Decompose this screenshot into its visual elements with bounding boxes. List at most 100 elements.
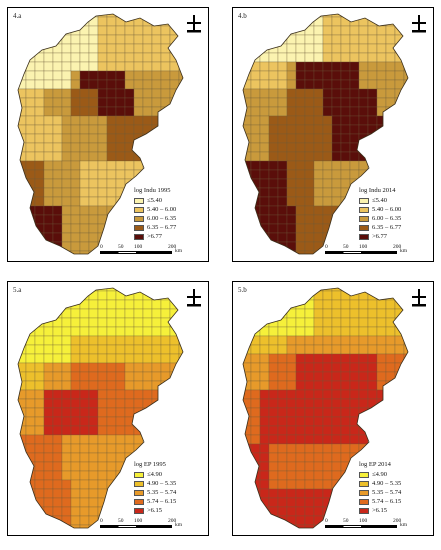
map-region	[304, 223, 315, 234]
map-region	[385, 362, 396, 373]
map-region	[349, 317, 360, 328]
map-region	[358, 299, 369, 310]
map-region	[295, 178, 306, 189]
map-region	[277, 178, 288, 189]
map-region	[385, 308, 396, 319]
map-region	[97, 97, 108, 108]
map-region	[331, 97, 342, 108]
map-region	[286, 353, 297, 364]
map-region	[88, 187, 99, 198]
map-region	[79, 34, 90, 45]
map-region	[331, 25, 342, 36]
map-region	[178, 79, 183, 90]
map-region	[169, 25, 180, 36]
map-region	[34, 371, 45, 382]
map-region	[367, 290, 378, 301]
map-region	[97, 205, 108, 216]
map-region	[250, 326, 261, 337]
map-panel-4b: 4.b log Indu 2014 ≤5.40 5.40 – 6.00 6.00 –…	[232, 7, 434, 262]
map-region	[376, 88, 387, 99]
map-region	[61, 434, 72, 445]
map-region	[151, 61, 162, 72]
map-region	[340, 79, 351, 90]
map-region	[97, 398, 108, 409]
map-region	[97, 344, 108, 355]
map-region	[43, 470, 54, 481]
map-region	[133, 52, 144, 63]
legend-swatch	[359, 215, 369, 222]
map-region	[250, 115, 261, 126]
map-region	[133, 88, 144, 99]
map-region	[25, 398, 36, 409]
map-region	[79, 326, 90, 337]
map-region	[268, 70, 279, 81]
map-region	[286, 151, 297, 162]
map-region	[340, 389, 351, 400]
map-region	[268, 187, 279, 198]
map-region	[268, 61, 279, 72]
map-region	[304, 470, 315, 481]
map-region	[34, 214, 45, 225]
map-region	[304, 187, 315, 198]
map-region	[151, 362, 162, 373]
map-region	[34, 506, 45, 517]
map-region	[160, 299, 171, 310]
map-region	[304, 362, 315, 373]
map-region	[124, 353, 135, 364]
map-region	[115, 371, 126, 382]
map-region	[61, 524, 72, 528]
map-region	[106, 389, 117, 400]
map-region	[304, 497, 315, 508]
map-region	[25, 443, 36, 454]
map-region	[97, 407, 108, 418]
scale-bar: 0 50 100 200 km	[100, 518, 200, 532]
map-region	[403, 79, 408, 90]
map-region	[277, 205, 288, 216]
map-region	[304, 34, 315, 45]
map-region	[61, 362, 72, 373]
map-region	[43, 416, 54, 427]
map-region	[277, 497, 288, 508]
map-region	[313, 488, 324, 499]
map-region	[142, 371, 153, 382]
map-region	[106, 290, 117, 301]
map-region	[106, 398, 117, 409]
map-region	[385, 106, 396, 117]
map-region	[133, 61, 144, 72]
map-region	[340, 308, 351, 319]
map-region	[250, 88, 261, 99]
map-region	[25, 416, 36, 427]
map-region	[295, 524, 306, 528]
map-region	[295, 362, 306, 373]
map-region	[115, 124, 126, 135]
map-region	[124, 344, 135, 355]
map-region	[61, 326, 72, 337]
map-region	[34, 106, 45, 117]
map-region	[133, 371, 144, 382]
map-region	[322, 43, 333, 54]
map-region	[376, 16, 387, 27]
map-region	[61, 79, 72, 90]
map-region	[124, 169, 135, 180]
map-region	[376, 335, 387, 346]
map-region	[322, 317, 333, 328]
map-region	[124, 133, 135, 144]
map-region	[52, 470, 63, 481]
map-region	[385, 88, 396, 99]
map-region	[394, 317, 405, 328]
map-region	[88, 178, 99, 189]
map-region	[295, 479, 306, 490]
scale-tick-label: 50	[343, 518, 349, 524]
map-region	[286, 317, 297, 328]
map-region	[349, 151, 360, 162]
map-region	[268, 353, 279, 364]
map-region	[313, 389, 324, 400]
map-region	[268, 452, 279, 463]
map-region	[286, 389, 297, 400]
map-region	[97, 443, 108, 454]
map-region	[52, 506, 63, 517]
map-region	[106, 443, 117, 454]
map-region	[349, 124, 360, 135]
map-region	[322, 97, 333, 108]
map-region	[43, 371, 54, 382]
